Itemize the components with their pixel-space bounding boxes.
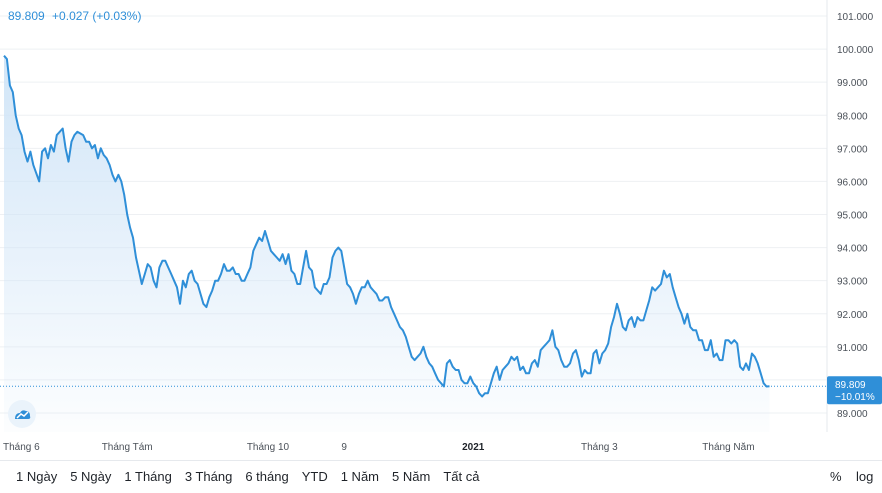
- y-tick-label: 93.000: [837, 277, 868, 288]
- price-header: 89.809 +0.027 (+0.03%): [8, 9, 145, 23]
- range-button-7[interactable]: 5 Năm: [392, 469, 431, 484]
- header-change: +0.027 (+0.03%): [52, 9, 142, 23]
- x-axis-labels: Tháng 6 Tháng Tám Tháng 10 9 2021 Tháng 3 Thán…: [3, 442, 755, 453]
- y-tick-label: 89.000: [837, 409, 868, 420]
- x-tick-label: Tháng 10: [247, 442, 290, 453]
- range-button-4[interactable]: 6 tháng: [245, 469, 289, 484]
- footer-divider: [0, 460, 882, 461]
- x-tick-label: 9: [341, 442, 347, 453]
- range-button-1[interactable]: 5 Ngày: [70, 469, 112, 484]
- price-chart[interactable]: 89.00090.00091.00092.00093.00094.00095.0…: [0, 0, 882, 460]
- logo-graphic: [15, 410, 31, 419]
- range-button-0[interactable]: 1 Ngày: [16, 469, 58, 484]
- range-button-6[interactable]: 1 Năm: [340, 469, 380, 484]
- y-tick-label: 101.000: [837, 12, 874, 23]
- range-button-5[interactable]: YTD: [301, 469, 328, 484]
- y-tick-label: 98.000: [837, 111, 868, 122]
- y-tick-label: 97.000: [837, 144, 868, 155]
- y-tick-label: 92.000: [837, 310, 868, 321]
- y-tick-label: 95.000: [837, 211, 868, 222]
- x-tick-label: Tháng Năm: [702, 442, 754, 453]
- y-tick-label: 100.000: [837, 45, 874, 56]
- range-button-3[interactable]: 3 Tháng: [184, 469, 233, 484]
- price-area: [4, 55, 770, 432]
- range-selector: 1 Ngày 5 Ngày 1 Tháng 3 Tháng 6 tháng YTD 1 Nă…: [16, 469, 492, 484]
- y-tick-label: 99.000: [837, 78, 868, 89]
- tradingview-cloud-icon[interactable]: [8, 400, 36, 428]
- y-axis-labels: 89.00090.00091.00092.00093.00094.00095.0…: [837, 12, 874, 420]
- last-price-change: −10.01%: [835, 392, 875, 403]
- range-button-8[interactable]: Tất cả: [443, 469, 480, 484]
- percent-scale-toggle[interactable]: %: [830, 469, 842, 484]
- y-tick-label: 94.000: [837, 244, 868, 255]
- y-tick-label: 91.000: [837, 343, 868, 354]
- x-tick-label: Tháng Tám: [102, 442, 153, 453]
- price-line: [3, 55, 770, 398]
- log-scale-toggle[interactable]: log: [856, 469, 874, 484]
- x-tick-label: 2021: [462, 442, 485, 453]
- last-price-value: 89.809: [835, 380, 866, 391]
- range-button-2[interactable]: 1 Tháng: [124, 469, 172, 484]
- header-price: 89.809: [8, 9, 45, 23]
- y-tick-label: 96.000: [837, 177, 868, 188]
- last-price-label: 89.809 −10.01%: [827, 376, 882, 405]
- x-tick-label: Tháng 6: [3, 442, 40, 453]
- x-tick-label: Tháng 3: [581, 442, 618, 453]
